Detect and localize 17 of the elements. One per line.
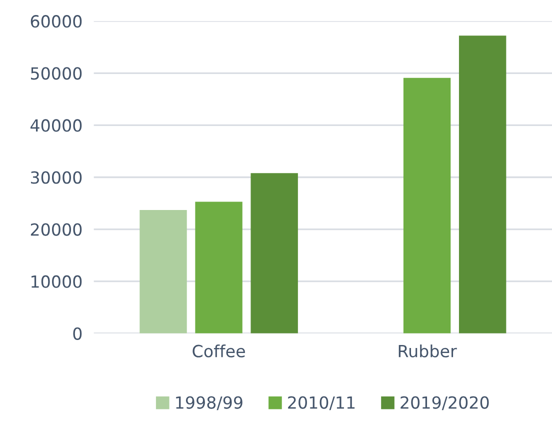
y-tick-label: 10000 [32, 275, 82, 288]
legend-label: 2010/11 [288, 396, 355, 410]
bar [140, 210, 187, 334]
legend-label: 1998/99 [176, 396, 242, 410]
bar [458, 36, 506, 334]
y-tick-label: 40000 [30, 119, 82, 132]
x-tick-label: Rubber [398, 344, 457, 358]
y-tick-label: 50000 [30, 67, 82, 80]
y-tick-label: 20000 [30, 223, 82, 236]
y-tick-label: 60000 [30, 15, 82, 28]
x-tick-label: Coffee [192, 344, 245, 358]
bar [403, 78, 451, 334]
y-tick-label: 30000 [30, 171, 82, 184]
bar [195, 202, 242, 334]
y-tick-label: 0 [73, 327, 82, 340]
legend-label: 2019/2020 [400, 396, 489, 410]
bar [250, 173, 298, 334]
